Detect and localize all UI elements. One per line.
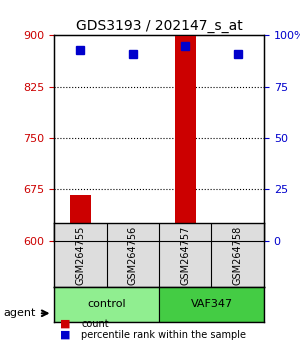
Text: GSM264758: GSM264758 — [233, 225, 243, 285]
Text: control: control — [87, 299, 126, 309]
Text: VAF347: VAF347 — [190, 299, 232, 309]
Text: GSM264756: GSM264756 — [128, 225, 138, 285]
Text: ■: ■ — [60, 330, 70, 339]
Bar — [227, 239, 248, 241]
Text: GSM264757: GSM264757 — [180, 225, 190, 285]
Text: GSM264755: GSM264755 — [75, 225, 85, 285]
FancyBboxPatch shape — [159, 287, 264, 322]
Title: GDS3193 / 202147_s_at: GDS3193 / 202147_s_at — [76, 19, 242, 33]
Text: percentile rank within the sample: percentile rank within the sample — [81, 330, 246, 339]
Text: count: count — [81, 319, 109, 329]
Bar — [70, 195, 91, 241]
Bar — [122, 238, 143, 241]
Text: ■: ■ — [60, 319, 70, 329]
FancyBboxPatch shape — [54, 287, 159, 322]
Text: agent: agent — [3, 308, 35, 318]
Bar — [175, 36, 196, 241]
